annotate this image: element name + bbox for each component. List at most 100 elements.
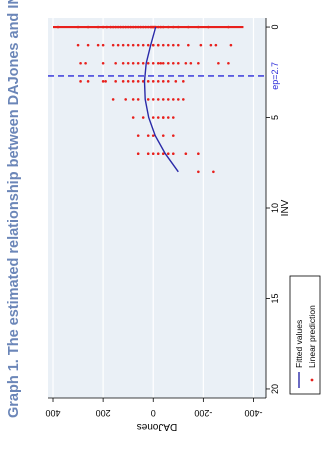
scatter-point bbox=[197, 61, 200, 65]
scatter-point bbox=[171, 116, 175, 119]
scatter-point bbox=[146, 43, 150, 47]
scatter-point bbox=[156, 80, 160, 83]
plot-area bbox=[48, 18, 266, 398]
scatter-point bbox=[136, 61, 140, 65]
scatter-point bbox=[197, 152, 200, 156]
x-axis-label: INV bbox=[280, 199, 291, 216]
scatter-point bbox=[156, 98, 160, 101]
scatter-point bbox=[166, 116, 170, 119]
axes: 0 5 10 15 20 INV -400 -200 0 200 400 DAJones bbox=[45, 18, 291, 432]
scatter-point bbox=[84, 61, 87, 65]
scatter-point bbox=[161, 134, 165, 137]
x-tick-label: 15 bbox=[270, 293, 280, 303]
x-tick-label: 20 bbox=[270, 384, 280, 394]
scatter-point bbox=[126, 43, 130, 47]
scatter-point bbox=[166, 80, 170, 83]
scatter-point bbox=[131, 80, 135, 83]
scatter-point bbox=[114, 80, 117, 83]
ep-annotation: ep=2.7 bbox=[270, 62, 280, 90]
scatter-point bbox=[136, 43, 140, 47]
scatter-points bbox=[53, 25, 244, 174]
y-axis-label: DAJones bbox=[137, 421, 178, 432]
legend: Fitted values Linear prediction bbox=[289, 275, 321, 395]
scatter-point bbox=[101, 61, 105, 65]
x-tick-label: 5 bbox=[270, 115, 280, 120]
scatter-point bbox=[131, 116, 135, 119]
fitted-line-layer bbox=[143, 26, 179, 173]
scatter-point bbox=[166, 61, 170, 65]
y-tick-label: -200 bbox=[194, 408, 212, 418]
scatter-point bbox=[182, 98, 185, 101]
scatter-point bbox=[86, 43, 90, 47]
scatter-point bbox=[151, 80, 155, 83]
scatter-point bbox=[111, 43, 115, 47]
scatter-point bbox=[156, 61, 160, 65]
y-tick-label: 0 bbox=[151, 408, 156, 418]
plot-background bbox=[48, 18, 266, 398]
scatter-point bbox=[114, 61, 117, 65]
scatter-point bbox=[187, 43, 190, 47]
scatter-point bbox=[151, 61, 155, 65]
scatter-point bbox=[151, 152, 155, 156]
scatter-point bbox=[159, 61, 163, 65]
scatter-point bbox=[126, 80, 130, 83]
scatter-point bbox=[141, 116, 145, 119]
scatter-point bbox=[166, 98, 170, 101]
scatter-point bbox=[131, 43, 135, 47]
scatter-point bbox=[76, 43, 80, 47]
scatter-point bbox=[212, 170, 215, 174]
legend-point-swatch bbox=[310, 378, 314, 382]
scatter-point bbox=[171, 98, 175, 101]
scatter-point bbox=[136, 134, 140, 137]
scatter-point bbox=[171, 43, 175, 47]
scatter-point bbox=[146, 98, 150, 101]
scatter-point bbox=[146, 152, 150, 156]
scatter-point bbox=[171, 134, 175, 137]
scatter-point bbox=[229, 43, 233, 47]
graph-title: Graph 1. The estimated relationship betw… bbox=[6, 0, 22, 418]
scatter-point bbox=[96, 43, 100, 47]
scatter-point bbox=[174, 80, 178, 83]
scatter-point bbox=[79, 61, 82, 65]
scatter-point bbox=[151, 116, 155, 119]
scatter-point bbox=[161, 80, 165, 83]
scatter-point bbox=[121, 61, 125, 65]
scatter-point bbox=[151, 98, 155, 101]
scatter-point bbox=[171, 61, 175, 65]
scatter-point bbox=[156, 116, 160, 119]
scatter-point bbox=[161, 98, 165, 101]
scatter-point bbox=[121, 80, 125, 83]
scatter-point bbox=[156, 152, 160, 156]
scatter-point bbox=[197, 170, 200, 174]
x-tick-label: 0 bbox=[270, 25, 280, 30]
scatter-point bbox=[104, 80, 107, 83]
scatter-point bbox=[146, 80, 150, 83]
scatter-point bbox=[176, 43, 180, 47]
scatter-point bbox=[166, 43, 170, 47]
scatter-point bbox=[116, 43, 120, 47]
scatter-point bbox=[151, 134, 155, 137]
scatter-point bbox=[161, 43, 165, 47]
legend-label-prediction: Linear prediction bbox=[307, 305, 317, 368]
scatter-point bbox=[136, 80, 140, 83]
scatter-point bbox=[227, 61, 230, 65]
y-tick-label: -400 bbox=[244, 408, 262, 418]
annotations: ep=2.7 bbox=[48, 62, 280, 90]
scatter-point bbox=[121, 43, 125, 47]
y-tick-label: 400 bbox=[45, 408, 60, 418]
scatter-point bbox=[176, 98, 180, 101]
scatter-point bbox=[151, 43, 155, 47]
fitted-curve bbox=[143, 26, 179, 173]
scatter-point bbox=[156, 43, 160, 47]
scatter-point bbox=[182, 80, 185, 83]
scatter-point bbox=[141, 43, 145, 47]
scatter-point bbox=[86, 80, 90, 83]
scatter-point bbox=[176, 61, 180, 65]
scatter-point bbox=[171, 152, 175, 156]
legend-box bbox=[289, 275, 321, 395]
y-tick-label: 200 bbox=[96, 408, 111, 418]
scatter-point bbox=[131, 61, 135, 65]
scatter-point bbox=[101, 43, 105, 47]
